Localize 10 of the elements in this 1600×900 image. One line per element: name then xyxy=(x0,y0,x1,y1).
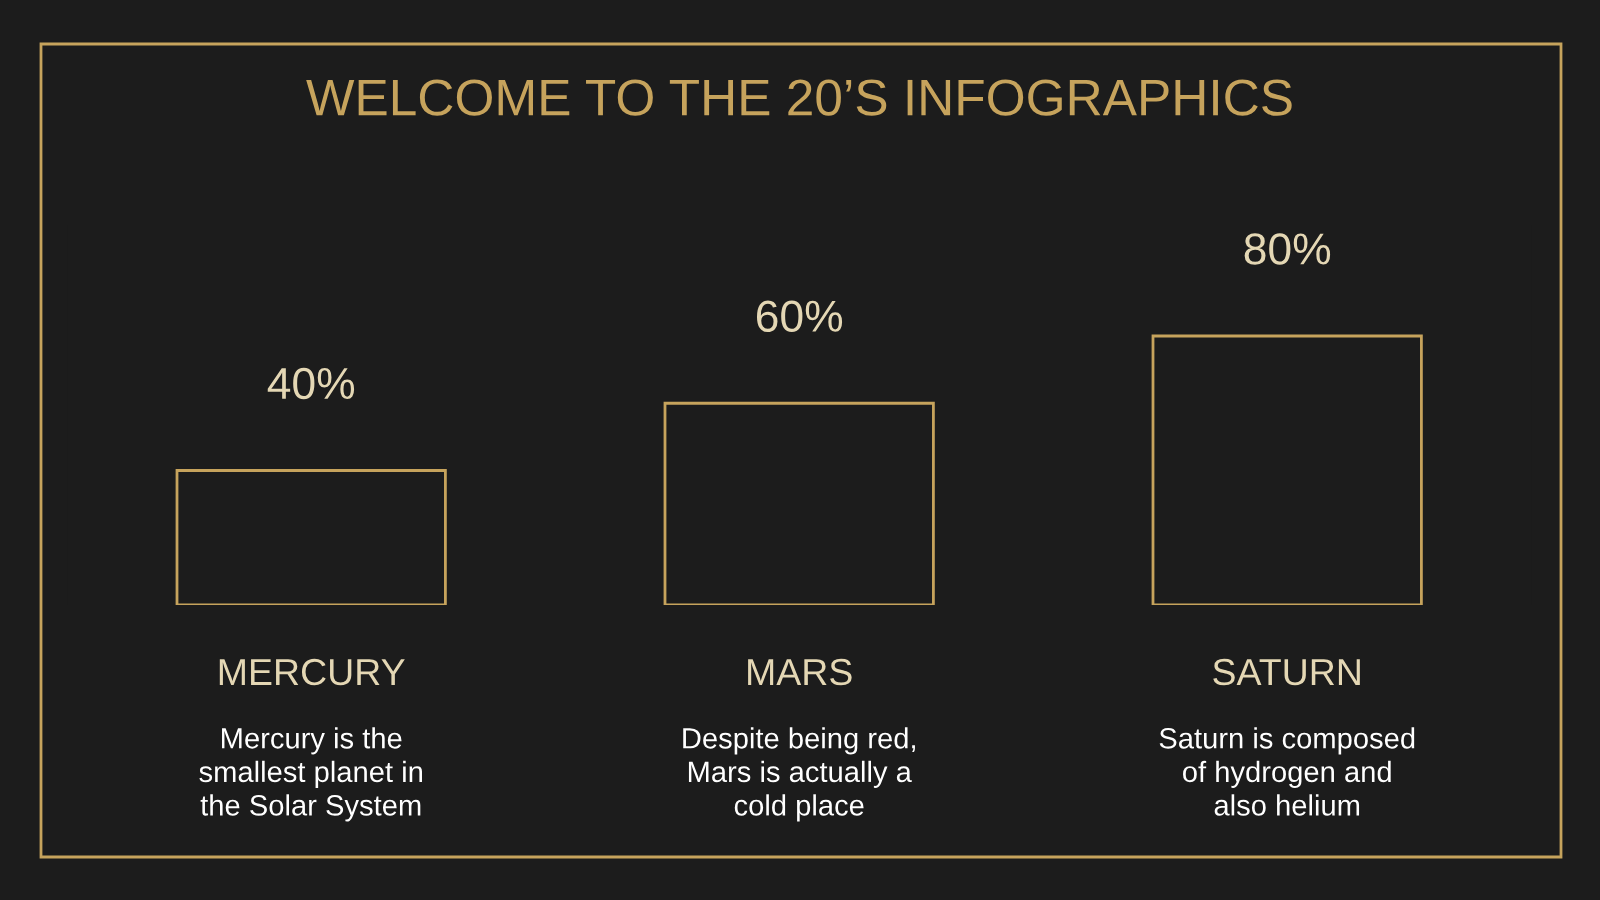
text: Saturn is composed of hydrogen and also helium xyxy=(1159,727,1415,816)
text: Despite being red, Mars is actually a cold place xyxy=(683,727,915,822)
data-label: 80% xyxy=(1244,233,1331,265)
x-tick-label: SATURN xyxy=(1213,658,1360,686)
x-tick-label: MARS xyxy=(748,658,852,686)
chart-title: WELCOME TO THE 20’S INFOGRAPHICS xyxy=(306,79,1292,116)
data-label: 40% xyxy=(267,367,355,400)
x-tick-label: MERCURY xyxy=(219,658,405,686)
data-label: 60% xyxy=(756,300,843,332)
text: Mercury is the smallest planet in the Solar System xyxy=(199,727,422,822)
